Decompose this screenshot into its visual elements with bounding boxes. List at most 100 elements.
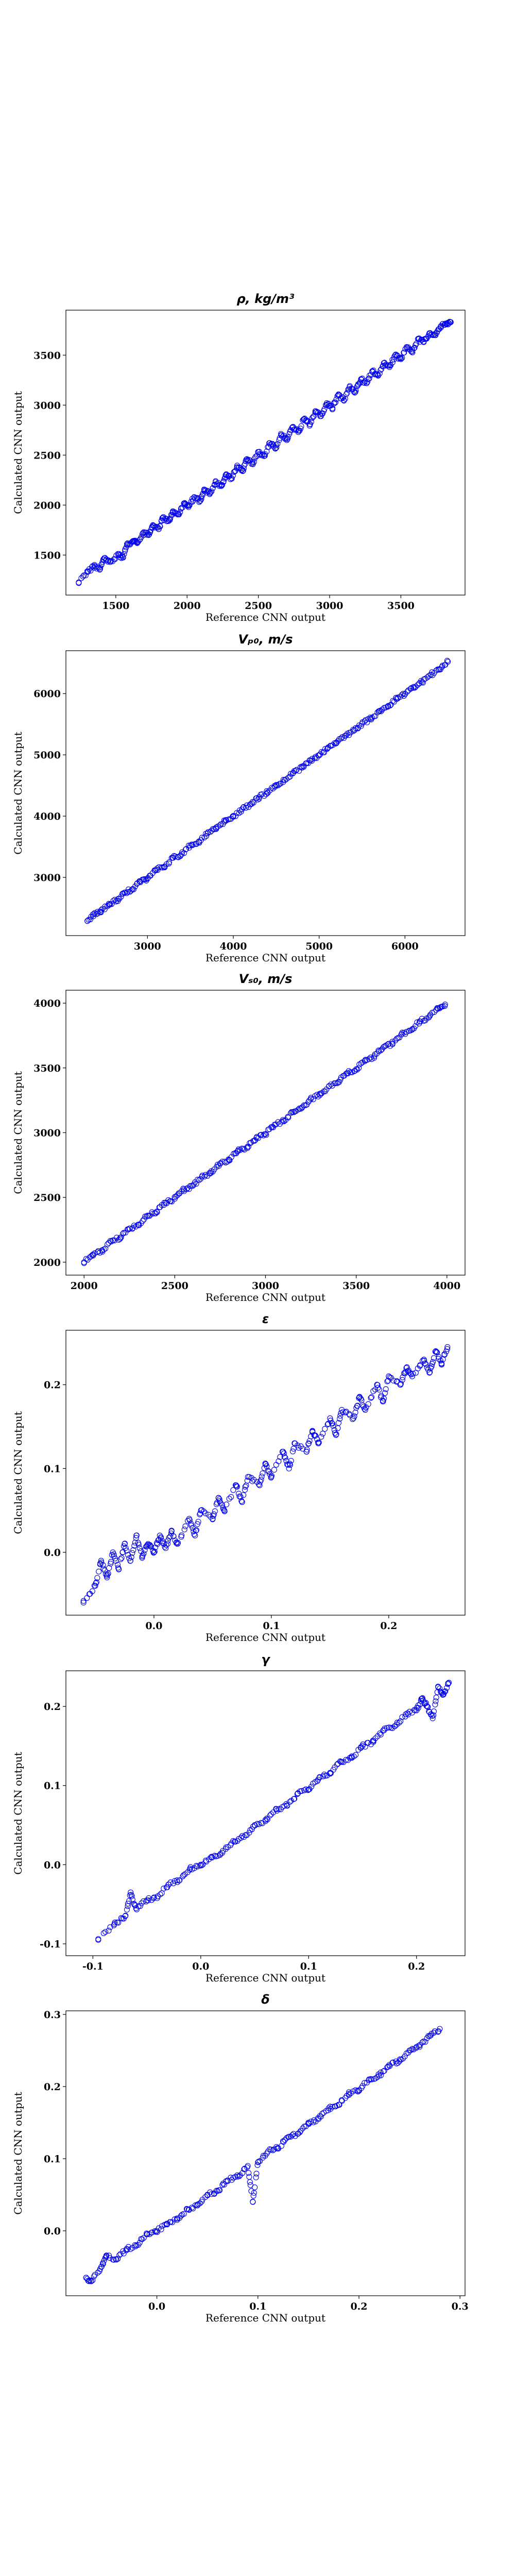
data-point bbox=[223, 2178, 229, 2184]
y-axis-label: Calculated CNN output bbox=[12, 391, 24, 514]
data-point bbox=[408, 685, 415, 691]
data-point bbox=[282, 1454, 288, 1461]
x-tick-label: 2500 bbox=[161, 1280, 188, 1292]
data-point bbox=[349, 1753, 355, 1759]
data-point bbox=[206, 1170, 213, 1176]
data-point bbox=[319, 2111, 325, 2117]
data-point bbox=[121, 1230, 127, 1236]
data-point bbox=[193, 1527, 199, 1533]
data-point bbox=[397, 355, 403, 362]
scatter-points bbox=[95, 1680, 452, 1943]
data-point bbox=[118, 1234, 124, 1241]
data-point bbox=[289, 1448, 296, 1454]
data-point bbox=[272, 784, 278, 790]
data-point bbox=[249, 1478, 255, 1484]
data-point bbox=[165, 1197, 171, 1203]
x-tick-label: 4000 bbox=[220, 941, 247, 952]
scatter-points bbox=[84, 657, 451, 924]
data-point bbox=[246, 2170, 252, 2176]
data-point bbox=[410, 1370, 416, 1377]
data-point bbox=[93, 1580, 99, 1586]
data-point bbox=[133, 538, 139, 545]
data-point bbox=[359, 1402, 366, 1409]
data-point bbox=[152, 1210, 159, 1216]
chart-panel-3: Vₛ₀, m/s 2000 2500 3000 3500 4000 2000 2500 3000… bbox=[12, 972, 466, 1303]
y-tick-label: 2500 bbox=[33, 450, 61, 461]
data-point bbox=[368, 371, 374, 378]
data-point bbox=[238, 1835, 244, 1841]
data-point bbox=[332, 399, 339, 405]
data-point bbox=[178, 2213, 184, 2219]
data-point bbox=[129, 1893, 135, 1899]
data-point bbox=[385, 1378, 391, 1384]
data-point bbox=[306, 757, 313, 764]
data-point bbox=[333, 1431, 339, 1437]
data-point bbox=[296, 768, 302, 774]
data-point bbox=[264, 1817, 270, 1823]
data-point bbox=[315, 2115, 321, 2122]
data-point bbox=[158, 2226, 164, 2232]
y-tick-label: 0.0 bbox=[44, 1547, 61, 1558]
data-point bbox=[284, 1803, 290, 1809]
data-point bbox=[105, 1570, 111, 1577]
data-point bbox=[95, 1936, 101, 1942]
data-point bbox=[133, 1535, 139, 1541]
data-point bbox=[186, 502, 193, 509]
data-point bbox=[339, 1409, 346, 1415]
data-point bbox=[326, 1083, 332, 1090]
data-point bbox=[433, 1698, 439, 1704]
data-point bbox=[264, 448, 270, 454]
data-point bbox=[198, 1861, 204, 1868]
data-point bbox=[250, 800, 256, 806]
data-point bbox=[178, 1532, 185, 1538]
data-point bbox=[422, 2039, 428, 2045]
data-point bbox=[122, 548, 128, 554]
data-point bbox=[140, 1218, 146, 1224]
y-tick-label: 4000 bbox=[33, 998, 61, 1009]
y-tick-label: -0.1 bbox=[40, 1939, 61, 1950]
data-point bbox=[303, 1448, 310, 1455]
data-point bbox=[392, 351, 399, 358]
data-point bbox=[151, 1549, 158, 1555]
data-point bbox=[93, 1579, 99, 1585]
data-point bbox=[123, 1912, 129, 1919]
data-point bbox=[343, 391, 349, 397]
data-point bbox=[245, 458, 251, 464]
data-point bbox=[136, 537, 143, 543]
data-point bbox=[329, 1420, 335, 1427]
data-point bbox=[300, 2125, 306, 2131]
data-point bbox=[154, 2229, 160, 2235]
chart-title: Vₚ₀, m/s bbox=[238, 632, 293, 647]
data-point bbox=[350, 1416, 356, 1422]
data-point bbox=[177, 509, 183, 515]
data-point bbox=[83, 1256, 89, 1262]
data-point bbox=[260, 1820, 266, 1826]
data-point bbox=[346, 2089, 352, 2095]
data-point bbox=[183, 1186, 190, 1192]
data-point bbox=[141, 2235, 147, 2241]
data-point bbox=[419, 1695, 425, 1701]
data-point bbox=[270, 786, 276, 792]
data-point bbox=[334, 2103, 340, 2109]
data-point bbox=[312, 1432, 318, 1438]
data-point bbox=[308, 1784, 315, 1790]
data-point bbox=[406, 1028, 412, 1034]
data-point bbox=[283, 435, 289, 442]
data-point bbox=[433, 667, 439, 673]
data-point bbox=[383, 1386, 389, 1392]
data-point bbox=[186, 1517, 193, 1523]
data-point bbox=[406, 1369, 413, 1376]
data-point bbox=[256, 795, 262, 802]
chart-title: Vₛ₀, m/s bbox=[239, 972, 293, 986]
chart-title: δ bbox=[261, 1992, 270, 2007]
data-point bbox=[154, 867, 161, 873]
data-point bbox=[403, 1029, 409, 1035]
data-point bbox=[330, 406, 336, 412]
data-point bbox=[364, 379, 371, 385]
data-point bbox=[397, 1035, 403, 1041]
data-point bbox=[384, 1378, 390, 1384]
data-point bbox=[444, 1344, 451, 1350]
data-point bbox=[121, 1543, 127, 1549]
data-point bbox=[356, 1394, 363, 1400]
data-point bbox=[96, 1568, 102, 1574]
